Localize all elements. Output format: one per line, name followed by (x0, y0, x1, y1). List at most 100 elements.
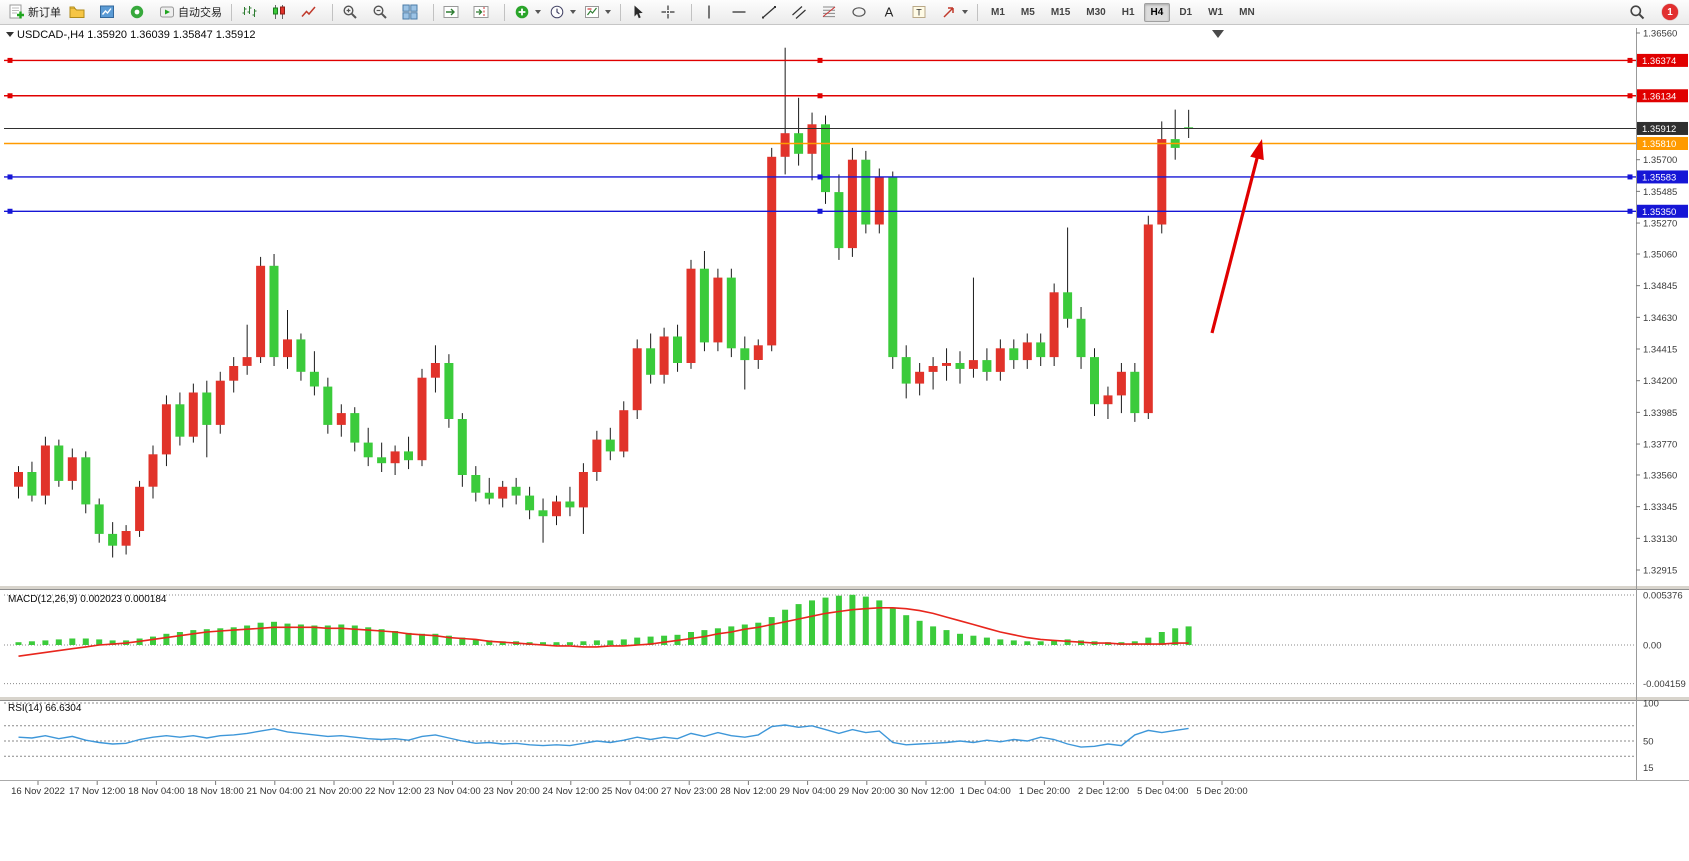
svg-text:5 Dec 04:00: 5 Dec 04:00 (1137, 786, 1188, 797)
hline-1.35810[interactable]: 1.35810 (4, 136, 1688, 150)
arrows-button[interactable] (937, 1, 972, 24)
svg-text:1.34845: 1.34845 (1643, 281, 1677, 292)
one-click-trading-toggle[interactable] (6, 32, 14, 37)
timeframe-m30-button[interactable]: M30 (1086, 6, 1106, 18)
timeframe-m5-button[interactable]: M5 (1020, 6, 1035, 18)
crosshair-icon (660, 4, 676, 20)
search-icon (1629, 4, 1645, 20)
market-watch-button[interactable] (95, 1, 125, 24)
chart-shift-button[interactable] (469, 1, 499, 24)
hline-1.36134[interactable]: 1.36134 (4, 89, 1688, 103)
zoom-in-button[interactable] (338, 1, 368, 24)
line-handle (7, 93, 13, 99)
line-handle (7, 174, 13, 180)
price-tag (1637, 136, 1688, 150)
toolbar-separator (433, 3, 434, 21)
toolbar-group-3 (439, 1, 499, 24)
candlestick-chart-button[interactable] (267, 1, 297, 24)
market-watch-icon (99, 4, 115, 20)
hline-1.35350[interactable]: 1.35350 (4, 204, 1688, 218)
hline-1.35583[interactable]: 1.35583 (4, 170, 1688, 184)
toolbar-group-1 (237, 1, 327, 24)
zoom-out-button[interactable] (368, 1, 398, 24)
timeframe-m1-button[interactable]: M1 (991, 6, 1005, 18)
linechart-icon (301, 4, 317, 20)
auto-scroll-button[interactable] (439, 1, 469, 24)
svg-text:28 Nov 12:00: 28 Nov 12:00 (720, 786, 777, 797)
panel-separator[interactable] (0, 586, 1689, 590)
macd-signal-line (18, 606, 1189, 657)
svg-text:-0.004159: -0.004159 (1643, 679, 1686, 690)
hline-1.35912[interactable]: 1.35912 (4, 121, 1688, 135)
cursor-icon (630, 4, 646, 20)
expert-advisors-button[interactable] (125, 1, 155, 24)
price-tag (1637, 53, 1688, 67)
cursor-button[interactable] (626, 1, 656, 24)
shapes-button[interactable] (847, 1, 877, 24)
vertical-line-button[interactable] (697, 1, 727, 24)
profile-icon (69, 4, 85, 20)
trendline-button[interactable] (757, 1, 787, 24)
tile-icon (402, 4, 418, 20)
svg-text:1.35485: 1.35485 (1643, 187, 1677, 198)
time-scale: 16 Nov 2022 17 Nov 12:00 18 Nov 04:00 18 No… (11, 781, 1248, 797)
text-label-button[interactable]: T (907, 1, 937, 24)
fibo-icon (821, 4, 837, 20)
tile-windows-button[interactable] (398, 1, 428, 24)
svg-text:23 Nov 20:00: 23 Nov 20:00 (483, 786, 540, 797)
template-icon (584, 4, 600, 20)
svg-text:22 Nov 12:00: 22 Nov 12:00 (365, 786, 422, 797)
text-button[interactable]: A (877, 1, 907, 24)
timeframe-h1-button[interactable]: H1 (1121, 6, 1135, 18)
timeframe-m15-button[interactable]: M15 (1050, 6, 1071, 18)
svg-text:18 Nov 18:00: 18 Nov 18:00 (187, 786, 244, 797)
bar-chart-button[interactable] (237, 1, 267, 24)
svg-text:1 Dec 20:00: 1 Dec 20:00 (1019, 786, 1070, 797)
arrow-object[interactable] (1210, 139, 1264, 334)
svg-text:17 Nov 12:00: 17 Nov 12:00 (69, 786, 126, 797)
periods-button[interactable] (545, 1, 580, 24)
line-handle (7, 57, 13, 63)
timeframe-mn-button[interactable]: MN (1239, 6, 1255, 18)
equidistant-channel-button[interactable] (787, 1, 817, 24)
svg-text:21 Nov 04:00: 21 Nov 04:00 (247, 786, 304, 797)
hline-1.36374[interactable]: 1.36374 (4, 53, 1688, 67)
line-chart-button[interactable] (297, 1, 327, 24)
search-button[interactable] (1625, 1, 1655, 24)
svg-text:2 Dec 12:00: 2 Dec 12:00 (1078, 786, 1129, 797)
svg-text:5 Dec 20:00: 5 Dec 20:00 (1196, 786, 1247, 797)
templates-button[interactable] (580, 1, 615, 24)
toolbar-separator (620, 3, 621, 21)
timeframe-w1-button[interactable]: W1 (1208, 6, 1224, 18)
timeframe-h4-button[interactable]: H4 (1143, 2, 1171, 22)
trend-icon (761, 4, 777, 20)
panel-separator[interactable] (0, 697, 1689, 701)
svg-text:1.33560: 1.33560 (1643, 470, 1677, 481)
toolbar-separator (231, 3, 232, 21)
auto-trading-button[interactable]: 自动交易 (155, 1, 226, 24)
line-handle (1627, 208, 1633, 214)
charts-profile-button[interactable] (65, 1, 95, 24)
indicators-button[interactable] (510, 1, 545, 24)
crosshair-button[interactable] (656, 1, 686, 24)
timeframe-d1-button[interactable]: D1 (1179, 6, 1193, 18)
notification-badge[interactable]: 1 (1662, 4, 1678, 20)
candles (14, 47, 1194, 558)
svg-text:29 Nov 04:00: 29 Nov 04:00 (779, 786, 836, 797)
svg-text:1.34200: 1.34200 (1643, 376, 1677, 387)
auto-trading-label: 自动交易 (178, 7, 222, 19)
horizontal-line-button[interactable] (727, 1, 757, 24)
line-handle (1627, 174, 1633, 180)
price-tag (1637, 204, 1688, 218)
svg-text:1.34630: 1.34630 (1643, 313, 1677, 324)
fibonacci-button[interactable] (817, 1, 847, 24)
svg-text:T: T (916, 8, 922, 18)
new-order-button[interactable]: 新订单 (5, 1, 65, 24)
price-tag (1637, 170, 1688, 184)
line-handle (7, 208, 13, 214)
line-handle (817, 93, 823, 99)
chart-shift-marker[interactable] (1212, 30, 1224, 38)
rsi-indicator-label: RSI(14) 66.6304 (8, 703, 82, 714)
